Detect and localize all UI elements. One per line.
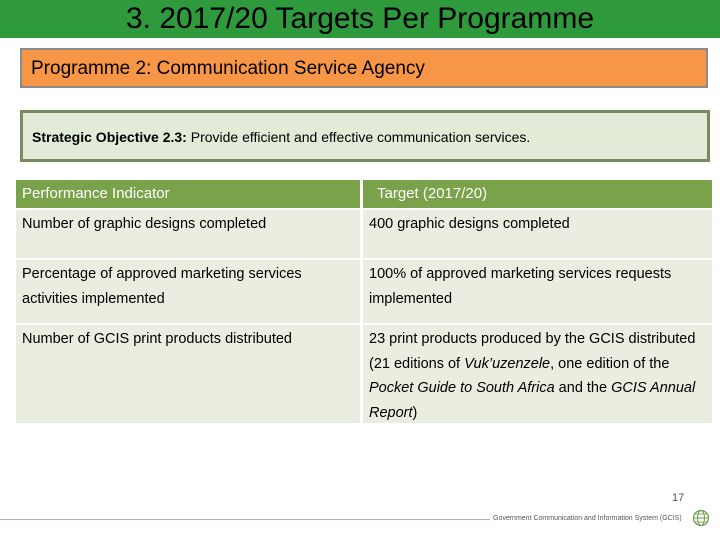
indicator-cell: Number of GCIS print products distribute… (16, 323, 360, 423)
programme-banner: Programme 2: Communication Service Agenc… (20, 48, 708, 88)
table-row: Number of graphic designs completed 400 … (16, 208, 712, 258)
publication-title: Pocket Guide to South Africa (369, 380, 555, 396)
indicator-cell: Number of graphic designs completed (16, 208, 360, 258)
targets-table: Performance Indicator Target (2017/20) N… (16, 180, 712, 423)
footer-divider (0, 519, 490, 520)
target-cell: 100% of approved marketing services requ… (363, 258, 712, 323)
page-title: 3. 2017/20 Targets Per Programme (125, 2, 595, 35)
programme-label: Programme 2: Communication Service Agenc… (31, 58, 425, 79)
publication-title: Vuk’uzenzele (464, 355, 551, 372)
objective-label: Strategic Objective 2.3: (32, 129, 187, 145)
table-row: Number of GCIS print products distribute… (16, 323, 712, 423)
target-cell: 23 print products produced by the GCIS d… (363, 323, 712, 423)
publication-title: GCIS Annual Report (369, 380, 696, 421)
strategic-objective: Strategic Objective 2.3: Provide efficie… (32, 129, 530, 145)
table-header-row: Performance Indicator Target (2017/20) (16, 180, 712, 208)
target-text: and the (554, 380, 612, 396)
header-performance-indicator: Performance Indicator (16, 180, 360, 208)
title-bar (0, 0, 720, 38)
strategic-objective-box: Strategic Objective 2.3: Provide efficie… (20, 110, 710, 162)
indicator-cell: Percentage of approved marketing service… (16, 258, 360, 323)
globe-logo-icon (692, 509, 710, 527)
objective-text: Provide efficient and effective communic… (186, 129, 531, 145)
target-text: , one edition of the (550, 355, 670, 372)
target-cell: 400 graphic designs completed (363, 208, 712, 258)
page-number: 17 (672, 492, 685, 504)
target-text: ) (412, 404, 418, 421)
footer-org-name: Government Communication and Information… (493, 515, 682, 522)
target-text: 23 print products produced by the GCIS d… (369, 331, 696, 372)
header-target: Target (2017/20) (363, 180, 712, 208)
table-row: Percentage of approved marketing service… (16, 258, 712, 323)
